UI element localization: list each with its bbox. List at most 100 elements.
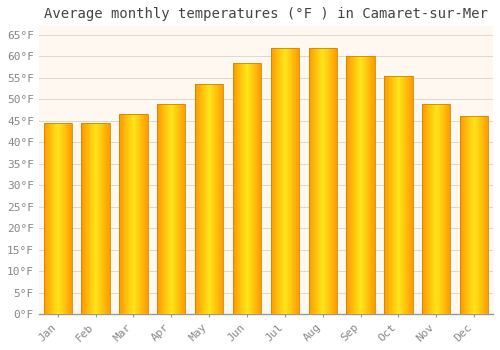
Bar <box>140 114 141 314</box>
Bar <box>123 114 124 314</box>
Bar <box>236 63 237 314</box>
Bar <box>96 123 98 314</box>
Bar <box>331 48 332 314</box>
Bar <box>162 104 163 314</box>
Bar <box>289 48 290 314</box>
Bar <box>294 48 295 314</box>
Bar <box>44 123 72 314</box>
Bar <box>135 114 136 314</box>
Bar <box>209 84 210 314</box>
Bar <box>318 48 320 314</box>
Bar <box>399 76 400 314</box>
Bar <box>48 123 49 314</box>
Bar <box>432 104 433 314</box>
Bar <box>82 123 110 314</box>
Bar <box>62 123 63 314</box>
Bar <box>200 84 201 314</box>
Bar <box>479 117 480 314</box>
Bar <box>55 123 56 314</box>
Bar <box>295 48 296 314</box>
Bar <box>157 104 186 314</box>
Bar <box>429 104 430 314</box>
Bar <box>434 104 435 314</box>
Bar <box>394 76 395 314</box>
Bar <box>334 48 335 314</box>
Bar <box>422 104 450 314</box>
Bar <box>199 84 200 314</box>
Bar <box>257 63 258 314</box>
Bar <box>473 117 474 314</box>
Bar <box>250 63 251 314</box>
Bar <box>400 76 402 314</box>
Bar <box>211 84 212 314</box>
Bar <box>477 117 478 314</box>
Bar <box>389 76 390 314</box>
Bar <box>368 56 369 314</box>
Bar <box>315 48 316 314</box>
Bar <box>404 76 405 314</box>
Bar <box>82 123 110 314</box>
Bar <box>373 56 374 314</box>
Bar <box>363 56 364 314</box>
Bar <box>320 48 321 314</box>
Bar <box>292 48 293 314</box>
Bar <box>384 76 412 314</box>
Bar <box>120 114 121 314</box>
Bar <box>207 84 208 314</box>
Bar <box>222 84 223 314</box>
Bar <box>157 104 158 314</box>
Bar <box>238 63 239 314</box>
Bar <box>406 76 407 314</box>
Bar <box>246 63 247 314</box>
Bar <box>244 63 246 314</box>
Bar <box>433 104 434 314</box>
Bar <box>441 104 442 314</box>
Bar <box>131 114 132 314</box>
Bar <box>285 48 286 314</box>
Bar <box>360 56 361 314</box>
Bar <box>288 48 289 314</box>
Bar <box>372 56 373 314</box>
Bar <box>205 84 206 314</box>
Bar <box>69 123 70 314</box>
Bar <box>164 104 165 314</box>
Bar <box>361 56 362 314</box>
Bar <box>141 114 142 314</box>
Bar <box>128 114 129 314</box>
Bar <box>107 123 108 314</box>
Bar <box>270 48 299 314</box>
Bar <box>259 63 260 314</box>
Bar <box>63 123 64 314</box>
Bar <box>384 76 412 314</box>
Bar <box>481 117 482 314</box>
Bar <box>178 104 179 314</box>
Bar <box>405 76 406 314</box>
Bar <box>487 117 488 314</box>
Bar <box>446 104 447 314</box>
Bar <box>476 117 477 314</box>
Bar <box>478 117 479 314</box>
Bar <box>430 104 431 314</box>
Bar <box>461 117 462 314</box>
Bar <box>206 84 207 314</box>
Bar <box>423 104 424 314</box>
Bar <box>221 84 222 314</box>
Bar <box>460 117 488 314</box>
Bar <box>309 48 310 314</box>
Bar <box>317 48 318 314</box>
Bar <box>402 76 403 314</box>
Bar <box>127 114 128 314</box>
Bar <box>44 123 72 314</box>
Bar <box>468 117 469 314</box>
Bar <box>173 104 174 314</box>
Bar <box>251 63 252 314</box>
Bar <box>444 104 445 314</box>
Bar <box>167 104 168 314</box>
Bar <box>177 104 178 314</box>
Bar <box>258 63 259 314</box>
Bar <box>386 76 387 314</box>
Bar <box>138 114 139 314</box>
Bar <box>483 117 484 314</box>
Title: Average monthly temperatures (°F ) in Camaret-sur-Mer: Average monthly temperatures (°F ) in Ca… <box>44 7 488 21</box>
Bar <box>46 123 47 314</box>
